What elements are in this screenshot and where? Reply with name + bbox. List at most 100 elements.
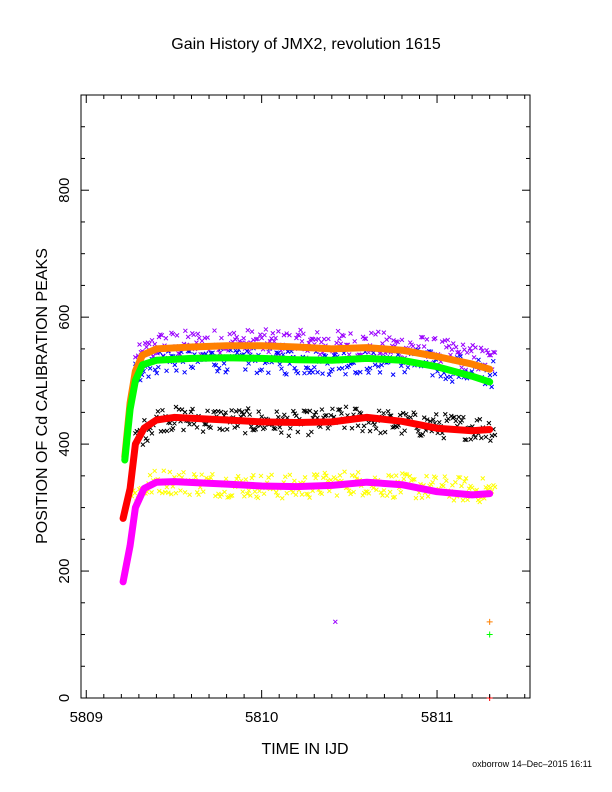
data-point <box>462 437 468 442</box>
data-point <box>367 428 373 434</box>
data-point <box>480 476 486 481</box>
data-point <box>248 424 254 429</box>
data-point <box>243 367 248 372</box>
data-point <box>443 478 449 484</box>
series-0 <box>133 327 498 625</box>
data-point <box>210 471 215 477</box>
data-point <box>245 406 251 411</box>
data-point <box>480 348 485 354</box>
data-point <box>252 489 258 494</box>
data-point <box>430 417 436 422</box>
footer-credit: oxborrow 14–Dec–2015 16:11 <box>472 759 592 769</box>
data-point <box>363 336 369 342</box>
data-point <box>445 337 451 343</box>
data-point <box>465 497 470 503</box>
data-point <box>478 345 484 351</box>
data-point <box>451 498 457 503</box>
data-point <box>448 374 453 380</box>
data-point <box>255 495 261 501</box>
data-point <box>378 490 384 495</box>
data-point <box>462 479 467 484</box>
data-point <box>453 479 458 485</box>
data-point <box>287 425 293 431</box>
data-point <box>305 365 311 371</box>
data-point <box>343 371 348 377</box>
data-point <box>256 409 262 415</box>
data-point <box>491 349 496 355</box>
data-point <box>412 412 418 418</box>
data-point <box>304 409 310 415</box>
data-point <box>369 330 374 336</box>
data-point <box>390 425 395 430</box>
data-point <box>375 329 381 335</box>
fit-line <box>119 413 494 522</box>
data-point <box>155 409 161 414</box>
data-point <box>352 473 358 479</box>
data-point <box>208 425 213 431</box>
data-point <box>309 429 314 435</box>
data-point <box>402 428 408 434</box>
ramp-point <box>127 485 134 492</box>
data-point <box>257 488 262 494</box>
data-point <box>196 492 202 498</box>
data-point <box>253 426 259 432</box>
ramp-point <box>132 377 139 384</box>
data-point <box>451 414 457 420</box>
data-point <box>492 432 498 438</box>
data-point <box>287 332 292 338</box>
data-point <box>333 476 338 482</box>
data-point <box>182 409 188 415</box>
ramp-point <box>123 440 130 447</box>
data-point <box>286 433 292 439</box>
data-point <box>275 414 281 420</box>
data-point <box>361 423 367 429</box>
data-point <box>324 412 329 418</box>
data-point <box>236 408 242 413</box>
data-point <box>307 408 313 414</box>
data-point <box>149 431 155 436</box>
data-point <box>249 475 255 481</box>
series-6 <box>119 413 494 701</box>
data-point <box>227 331 233 337</box>
ramp-point <box>128 470 135 477</box>
data-point <box>337 473 343 478</box>
ramp-point <box>125 492 132 499</box>
ramp-point <box>120 578 127 585</box>
data-point <box>200 489 206 494</box>
data-point <box>366 370 371 375</box>
data-point <box>382 429 388 435</box>
data-point <box>269 472 274 478</box>
data-point <box>458 353 463 359</box>
data-point <box>486 420 492 426</box>
ramp-point <box>121 456 128 463</box>
data-point <box>371 485 376 491</box>
data-point <box>156 488 162 494</box>
data-point <box>224 367 230 372</box>
data-point <box>488 438 493 444</box>
data-point <box>328 413 334 418</box>
data-point <box>459 418 465 423</box>
data-point <box>487 372 493 378</box>
data-point <box>410 343 416 349</box>
data-point <box>408 415 414 420</box>
data-point <box>195 331 201 337</box>
data-point <box>273 489 279 495</box>
data-point <box>247 493 253 498</box>
data-point <box>392 494 398 500</box>
data-point <box>217 426 222 432</box>
data-point <box>384 493 390 499</box>
data-point <box>169 491 174 497</box>
plot-frame <box>80 94 531 699</box>
ramp-point <box>121 507 128 514</box>
data-point <box>241 335 247 341</box>
data-point <box>202 421 207 427</box>
data-point <box>391 337 396 343</box>
ramp-point <box>127 406 134 413</box>
outlier-point <box>486 618 493 625</box>
data-point <box>471 355 477 360</box>
data-point <box>262 332 267 338</box>
data-point <box>205 408 210 414</box>
data-point <box>442 411 448 417</box>
data-point <box>310 369 316 375</box>
data-point <box>380 341 385 346</box>
